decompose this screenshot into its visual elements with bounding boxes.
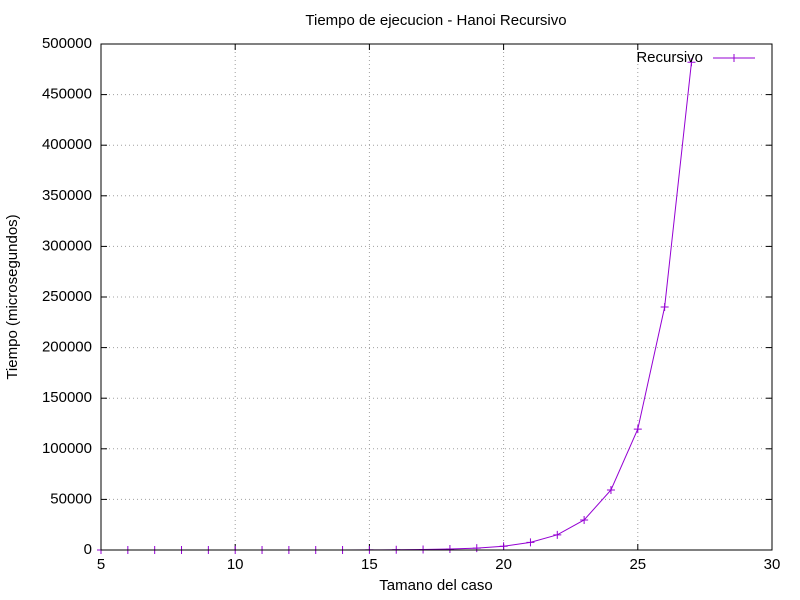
y-tick-label: 0 (84, 541, 92, 558)
legend-label: Recursivo (636, 49, 703, 66)
point-marker (633, 425, 642, 434)
point-marker (472, 544, 481, 553)
y-tick-label: 350000 (42, 187, 92, 204)
y-tick-label: 450000 (42, 86, 92, 103)
y-tick-label: 400000 (42, 136, 92, 153)
y-tick-label: 100000 (42, 440, 92, 457)
point-marker (580, 515, 589, 524)
x-tick-label: 30 (764, 556, 781, 573)
x-tick-label: 20 (495, 556, 512, 573)
y-tick-label: 150000 (42, 389, 92, 406)
x-tick-label: 10 (227, 556, 244, 573)
x-tick-label: 5 (97, 556, 105, 573)
y-tick-label: 250000 (42, 288, 92, 305)
point-marker (499, 542, 508, 551)
y-axis-label: Tiempo (microsegundos) (4, 214, 21, 379)
y-tick-label: 300000 (42, 237, 92, 254)
point-marker (445, 545, 454, 554)
point-marker (526, 538, 535, 547)
plot-area: 0 50000 100000 150000 200000 250000 300000 3500… (42, 35, 780, 573)
legend-marker (730, 54, 738, 62)
chart-title: Tiempo de ejecucion - Hanoi Recursivo (305, 12, 566, 29)
x-tick-label: 25 (629, 556, 646, 573)
point-marker (660, 303, 669, 312)
point-marker (687, 58, 696, 67)
y-tick-label: 500000 (42, 35, 92, 52)
point-marker (553, 530, 562, 539)
x-axis-label: Tamano del caso (379, 577, 492, 594)
point-marker (606, 485, 615, 494)
plot-frame (100, 43, 773, 551)
x-tick-label: 15 (361, 556, 378, 573)
y-tick-label: 200000 (42, 339, 92, 356)
y-tick-label: 50000 (50, 490, 92, 507)
